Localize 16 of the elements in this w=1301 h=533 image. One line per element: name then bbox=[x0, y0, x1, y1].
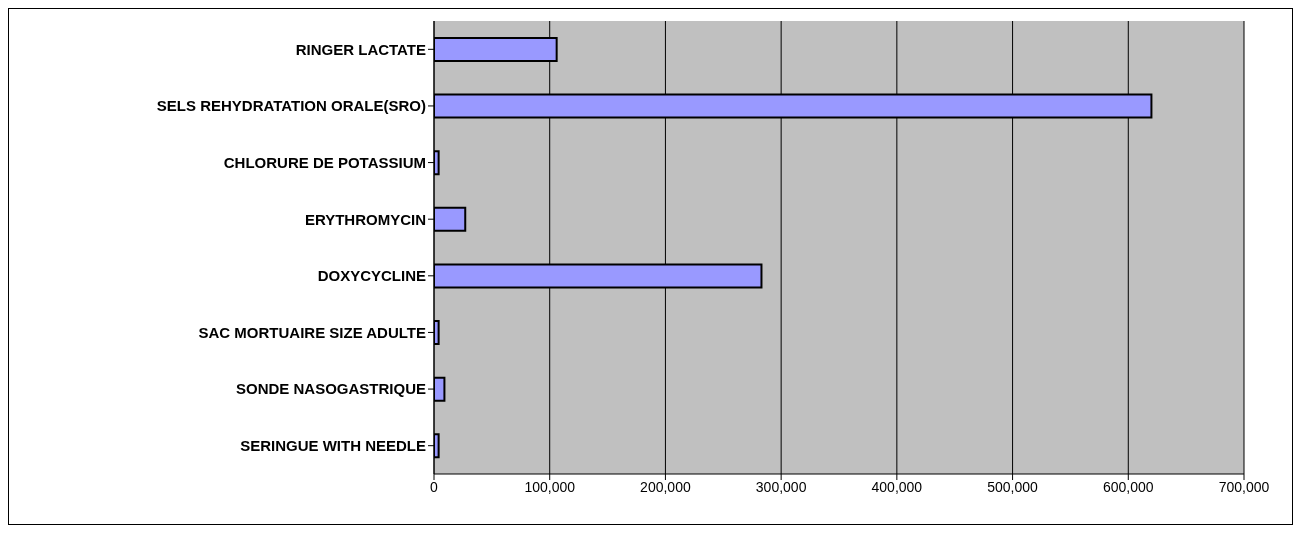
x-tick-label: 500,000 bbox=[987, 478, 1039, 495]
y-tick-label: SELS REHYDRATATION ORALE(SRO) bbox=[156, 97, 426, 115]
y-tick-label: ERYTHROMYCIN bbox=[304, 210, 426, 228]
x-tick-label: 200,000 bbox=[640, 478, 691, 495]
y-tick-label: DOXYCYCLINE bbox=[317, 267, 426, 285]
y-tick-label: SONDE NASOGASTRIQUE bbox=[235, 380, 426, 398]
x-tick-label: 700,000 bbox=[1218, 478, 1270, 495]
y-tick-label: SERINGUE WITH NEEDLE bbox=[240, 437, 426, 455]
x-tick-label: 100,000 bbox=[524, 478, 576, 495]
x-tick-label: 0 bbox=[430, 478, 439, 495]
x-tick-label: 400,000 bbox=[871, 478, 923, 495]
x-tick-label: 600,000 bbox=[1102, 478, 1154, 495]
y-tick-label: RINGER LACTATE bbox=[295, 40, 426, 58]
y-tick-label: CHLORURE DE POTASSIUM bbox=[223, 153, 426, 171]
x-tick-label: 300,000 bbox=[755, 478, 807, 495]
y-tick-label: SAC MORTUAIRE SIZE ADULTE bbox=[198, 323, 426, 341]
